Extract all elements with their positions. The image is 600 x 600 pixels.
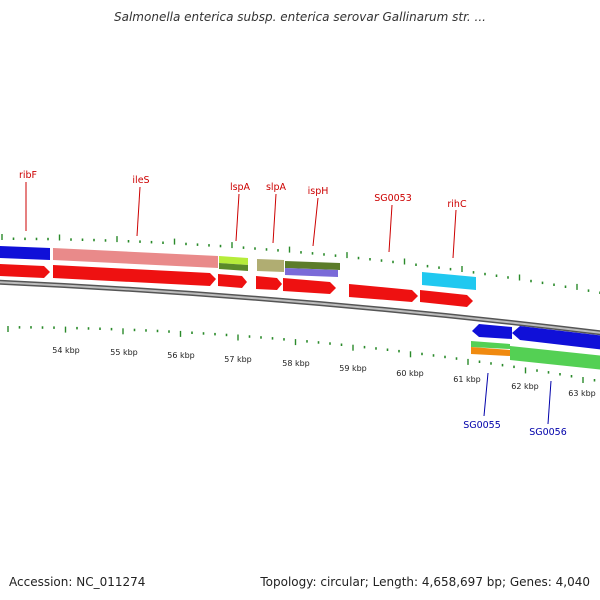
accession-text: Accession: NC_011274 xyxy=(9,575,146,589)
cds-arrow[interactable] xyxy=(349,284,418,302)
feature-khaki[interactable] xyxy=(257,259,284,272)
feature-lime[interactable] xyxy=(219,256,248,265)
reverse-arrow-blue[interactable] xyxy=(472,324,512,339)
cds-arrow[interactable] xyxy=(283,278,336,294)
kbp-label: 62 kbp xyxy=(511,382,539,391)
kbp-label: 57 kbp xyxy=(224,355,252,364)
upper-tick-row xyxy=(1,234,600,294)
kbp-label: 59 kbp xyxy=(339,364,367,373)
map-title: Salmonella enterica subsp. enterica sero… xyxy=(114,10,486,24)
cds-arrow[interactable] xyxy=(420,290,473,307)
kbp-label: 55 kbp xyxy=(110,348,138,357)
kbp-labels: 54 kbp 55 kbp 56 kbp 57 kbp 58 kbp 59 kb… xyxy=(52,346,596,398)
gene-label-slpA[interactable]: slpA xyxy=(266,182,287,193)
gene-labels-bottom: SG0055 SG0056 xyxy=(463,420,567,438)
gene-label-SG0055[interactable]: SG0055 xyxy=(463,420,501,431)
gene-label-ileS[interactable]: ileS xyxy=(132,175,149,186)
cds-arrow[interactable] xyxy=(0,264,50,278)
kbp-label: 58 kbp xyxy=(282,359,310,368)
gene-label-SG0056[interactable]: SG0056 xyxy=(529,427,567,438)
feature-ileS-box[interactable] xyxy=(53,248,218,268)
feature-orange[interactable] xyxy=(471,347,510,356)
feature-green-long[interactable] xyxy=(510,346,600,370)
kbp-label: 61 kbp xyxy=(453,375,481,384)
cds-arrow[interactable] xyxy=(256,276,282,290)
cds-arrow[interactable] xyxy=(53,265,216,286)
kbp-label: 60 kbp xyxy=(396,369,424,378)
gene-labels-top: ribF ileS lspA slpA ispH SG0053 rihC xyxy=(19,170,467,210)
cds-arrow[interactable] xyxy=(218,274,247,288)
genome-summary-text: Topology: circular; Length: 4,658,697 bp… xyxy=(260,575,590,589)
cds-track xyxy=(0,264,473,307)
feature-cyan[interactable] xyxy=(422,272,476,290)
feature-blue-left[interactable] xyxy=(0,246,50,260)
reverse-arrow-blue[interactable] xyxy=(512,326,600,350)
gene-label-rihC[interactable]: rihC xyxy=(447,199,467,210)
gene-label-SG0053[interactable]: SG0053 xyxy=(374,193,412,204)
kbp-label: 63 kbp xyxy=(568,389,596,398)
lower-tick-row xyxy=(7,326,596,383)
kbp-label: 56 kbp xyxy=(167,351,195,360)
label-leaders xyxy=(25,182,552,425)
reverse-feature-track xyxy=(471,324,600,370)
feature-purple[interactable] xyxy=(285,268,338,277)
gene-label-ispH[interactable]: ispH xyxy=(308,186,329,197)
feature-track-top xyxy=(0,246,476,290)
feature-green-light[interactable] xyxy=(471,341,510,349)
kbp-label: 54 kbp xyxy=(52,346,80,355)
feature-olive[interactable] xyxy=(219,263,248,271)
genome-backbone-highlight xyxy=(0,281,600,334)
gene-label-lspA[interactable]: lspA xyxy=(230,182,251,193)
feature-green-dark[interactable] xyxy=(285,261,340,270)
gene-label-ribF[interactable]: ribF xyxy=(19,170,37,181)
